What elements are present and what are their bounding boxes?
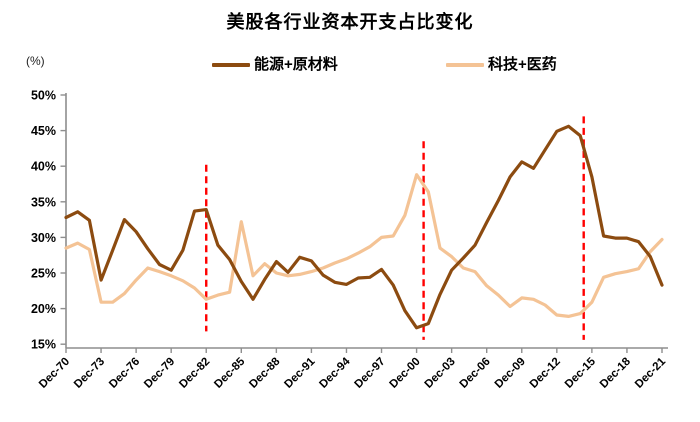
series-line-tech-pharma bbox=[64, 173, 664, 318]
series-line-energy-materials bbox=[64, 124, 664, 330]
legend-item-tech: 科技+医药 bbox=[446, 56, 557, 74]
x-axis-tick-label: Dec-21 bbox=[633, 355, 669, 391]
y-axis-tick-label: 50% bbox=[31, 89, 56, 103]
y-axis-unit-label: (%) bbox=[26, 54, 45, 68]
legend-item-energy: 能源+原材料 bbox=[212, 56, 338, 74]
y-axis-tick-label: 45% bbox=[31, 124, 56, 138]
x-axis-tick-label: Dec-03 bbox=[423, 356, 458, 391]
x-axis-tick-label: Dec-15 bbox=[563, 355, 599, 391]
x-axis-tick-label: Dec-06 bbox=[458, 356, 493, 391]
legend-label-tech: 科技+医药 bbox=[488, 56, 557, 73]
x-axis-tick-label: Dec-82 bbox=[177, 356, 212, 391]
legend-label-energy: 能源+原材料 bbox=[254, 56, 338, 73]
y-axis-tick-label: 35% bbox=[31, 195, 56, 209]
x-axis-tick-label: Dec-09 bbox=[493, 356, 528, 391]
x-axis-tick-label: Dec-70 bbox=[37, 356, 72, 391]
tech-line-swatch bbox=[446, 63, 484, 67]
y-axis-tick-label: 25% bbox=[31, 267, 56, 281]
x-axis-tick-label: Dec-97 bbox=[352, 356, 387, 391]
x-axis-tick-label: Dec-00 bbox=[388, 356, 423, 391]
x-axis-tick-label: Dec-18 bbox=[598, 355, 634, 391]
y-axis-tick-label: 20% bbox=[31, 302, 56, 316]
energy-line-swatch bbox=[212, 63, 250, 67]
chart-title: 美股各行业资本开支占比变化 bbox=[226, 12, 474, 32]
x-axis-tick-label: Dec-12 bbox=[528, 356, 563, 391]
x-axis-tick-label: Dec-73 bbox=[72, 356, 107, 391]
x-axis-tick-label: Dec-79 bbox=[142, 356, 177, 391]
x-axis-tick-label: Dec-91 bbox=[282, 355, 318, 391]
y-axis-tick-label: 40% bbox=[31, 160, 56, 174]
x-axis-tick-label: Dec-94 bbox=[317, 355, 353, 391]
x-axis-tick-label: Dec-76 bbox=[107, 356, 142, 391]
x-axis-tick-label: Dec-88 bbox=[247, 355, 283, 391]
y-axis-tick-label: 30% bbox=[31, 231, 56, 245]
y-axis-tick-label: 15% bbox=[31, 338, 56, 352]
x-axis-tick-label: Dec-85 bbox=[212, 355, 248, 391]
